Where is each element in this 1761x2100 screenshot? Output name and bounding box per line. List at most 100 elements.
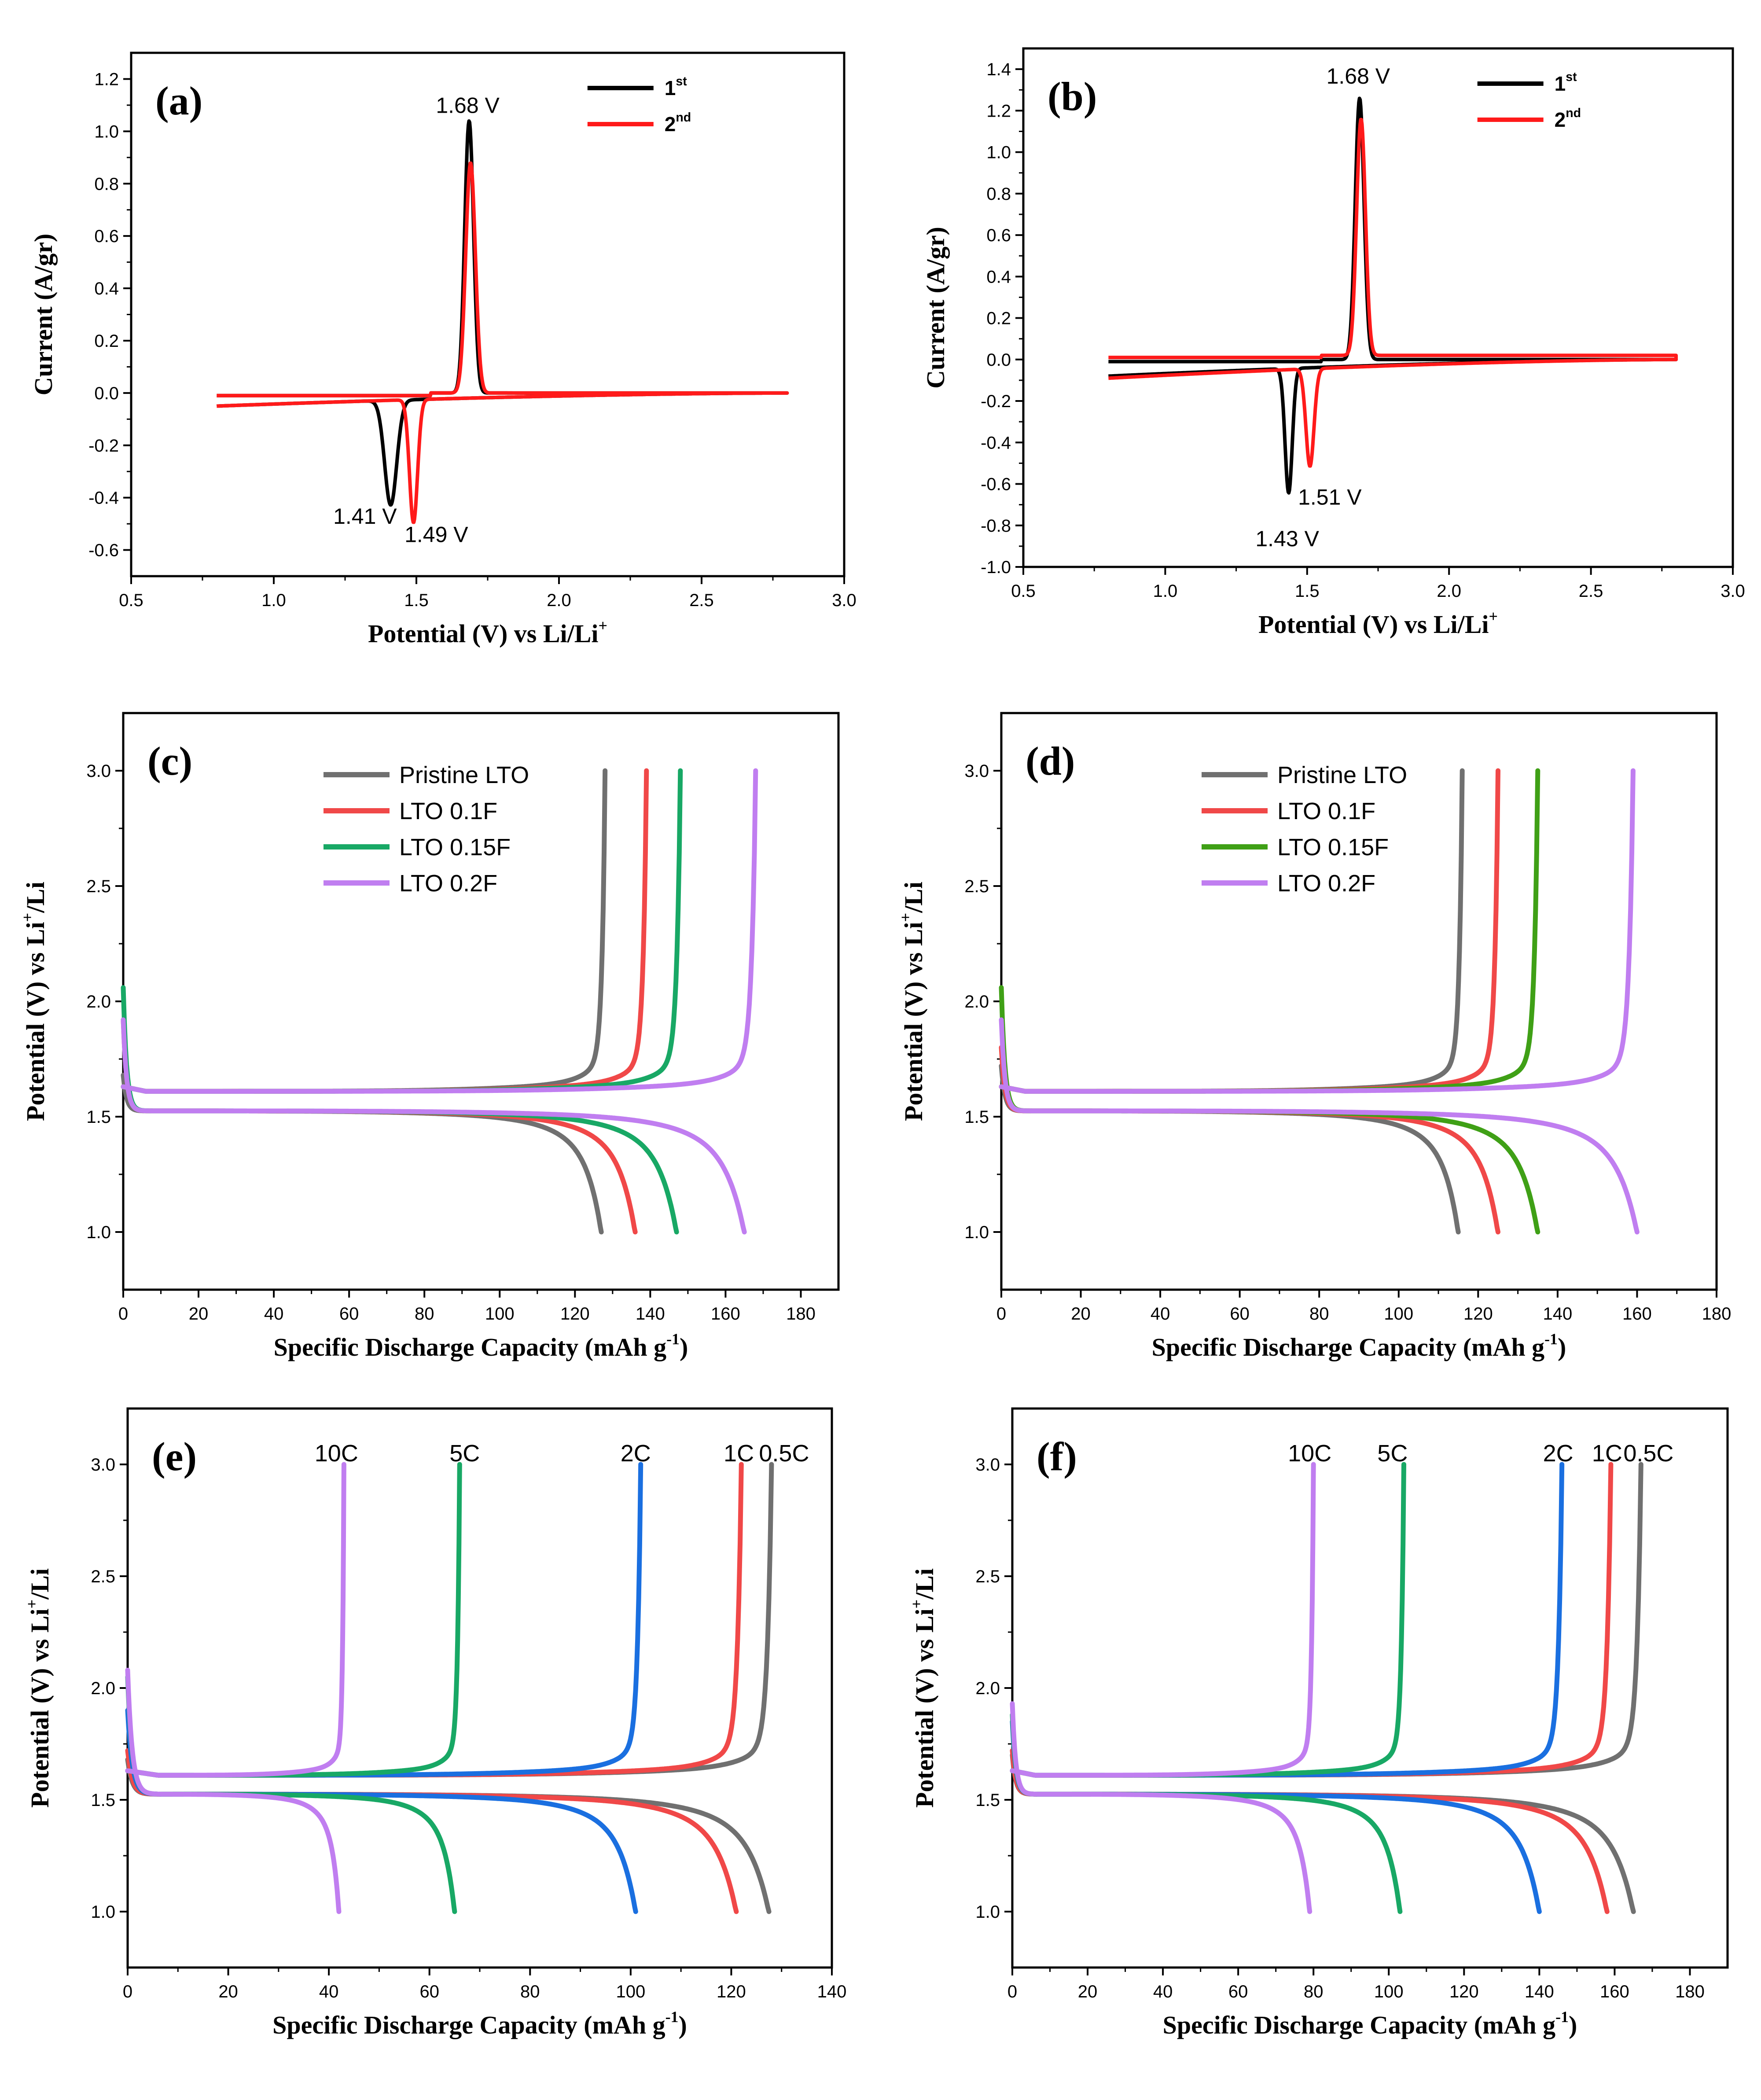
x-tick-label: 3.0: [1721, 581, 1745, 601]
y-tick-label: 0.8: [94, 174, 119, 194]
x-tick-label: 140: [1543, 1304, 1573, 1324]
x-tick-label: 20: [1071, 1304, 1091, 1324]
legend-label: LTO 0.15F: [1277, 834, 1389, 861]
y-tick-label: 1.5: [86, 1107, 111, 1127]
charge-curve-10C: [125, 1462, 346, 1778]
x-tick-label: 40: [264, 1304, 284, 1324]
y-tick-label: 1.0: [94, 122, 119, 141]
x-tick-label: 100: [616, 1982, 645, 2001]
y-tick-label: 1.0: [986, 143, 1011, 162]
y-tick-label: 2.5: [964, 877, 989, 896]
y-tick-label: 1.5: [975, 1791, 1000, 1810]
rate-label: 2C: [621, 1440, 651, 1467]
y-tick-label: 2.0: [91, 1679, 115, 1698]
charge-curve-LTO-0.1F: [999, 768, 1500, 1094]
x-tick-label: 180: [786, 1304, 816, 1324]
rate-label: 10C: [315, 1440, 358, 1467]
x-tick-label: 2.5: [689, 591, 714, 610]
y-tick-label: -0.6: [981, 475, 1011, 494]
x-tick-label: 2.5: [1579, 581, 1603, 601]
x-tick-label: 60: [1228, 1982, 1248, 2001]
charge-curve-5C: [125, 1462, 462, 1778]
x-tick-label: 160: [711, 1304, 740, 1324]
legend-label: 1st: [665, 74, 687, 99]
legend-label: LTO 0.2F: [399, 870, 497, 897]
y-tick-label: 1.0: [86, 1223, 111, 1242]
y-tick-label: 2.0: [86, 992, 111, 1011]
y-tick-label: 2.5: [975, 1567, 1000, 1586]
cv-curve-1st: [215, 119, 789, 507]
x-tick-label: 20: [218, 1982, 238, 2001]
x-tick-label: 40: [1151, 1304, 1170, 1324]
y-tick-label: 0.6: [986, 226, 1011, 245]
y-tick-label: 0.8: [986, 184, 1011, 204]
x-tick-label: 180: [1702, 1304, 1732, 1324]
panel-letter: (b): [1048, 74, 1097, 119]
panel-letter: (d): [1026, 739, 1075, 783]
x-axis-title: Specific Discharge Capacity (mAh g-1): [1152, 1330, 1566, 1361]
legend-label: Pristine LTO: [399, 762, 529, 788]
panel-d: 0 20 40 60 80 100 120 140 160 180 1.0 1.5 2.0 2.5 3.0 S…: [897, 712, 1732, 1361]
x-tick-label: 0: [1007, 1982, 1017, 2001]
y-tick-label: -1.0: [981, 558, 1011, 577]
plot-frame: [126, 1407, 833, 1969]
rate-label: 2C: [1543, 1440, 1574, 1467]
discharge-curve-LTO-0.2F: [121, 1017, 747, 1235]
charge-curve-1C: [125, 1462, 744, 1778]
x-tick-label: 1.5: [404, 591, 429, 610]
peak-annotation: 1.51 V: [1298, 485, 1362, 510]
panel-letter: (f): [1037, 1434, 1077, 1479]
discharge-curve-0.5C: [1010, 1752, 1636, 1914]
y-tick-label: 2.0: [964, 992, 989, 1011]
discharge-curve-2C: [125, 1708, 638, 1914]
x-tick-label: 1.0: [261, 591, 286, 610]
y-tick-label: 0.4: [94, 279, 119, 298]
x-tick-label: 140: [636, 1304, 665, 1324]
x-tick-label: 2.0: [1437, 581, 1461, 601]
x-tick-label: 80: [415, 1304, 434, 1324]
x-tick-label: 0: [118, 1304, 128, 1324]
y-tick-label: 0.2: [94, 331, 119, 351]
y-tick-label: 3.0: [91, 1455, 115, 1475]
y-tick-label: 1.0: [91, 1902, 115, 1922]
plot-frame: [130, 51, 846, 577]
y-tick-label: 0.0: [94, 384, 119, 403]
x-tick-label: 100: [1374, 1982, 1404, 2001]
x-tick-label: 20: [1078, 1982, 1098, 2001]
discharge-curve-0.5C: [125, 1757, 772, 1914]
rate-label: 5C: [1377, 1440, 1408, 1467]
discharge-curve-2C: [1010, 1719, 1542, 1914]
x-tick-label: 1.0: [1153, 581, 1178, 601]
rate-label: 10C: [1288, 1440, 1331, 1467]
charge-curve-2C: [1010, 1462, 1565, 1778]
y-tick-label: -0.2: [88, 436, 119, 456]
legend-label: Pristine LTO: [1277, 762, 1407, 788]
x-tick-label: 40: [1153, 1982, 1173, 2001]
x-axis-title: Potential (V) vs Li/Li+: [1258, 607, 1498, 639]
discharge-curve-LTO-0.1F: [121, 1017, 638, 1235]
x-tick-label: 0: [123, 1982, 132, 2001]
legend-label: LTO 0.1F: [399, 798, 497, 824]
y-tick-label: 1.0: [975, 1902, 1000, 1922]
x-axis-title: Specific Discharge Capacity (mAh g-1): [1163, 2008, 1577, 2039]
x-tick-label: 20: [189, 1304, 209, 1324]
legend-label: LTO 0.15F: [399, 834, 511, 861]
y-tick-label: 0.4: [986, 267, 1011, 287]
y-tick-label: 0.6: [94, 227, 119, 246]
panel-letter: (e): [152, 1434, 197, 1479]
charge-curve-5C: [1010, 1462, 1406, 1778]
y-tick-label: -0.8: [981, 516, 1011, 536]
x-tick-label: 160: [1622, 1304, 1652, 1324]
charge-curve-LTO-0.2F: [999, 768, 1636, 1094]
x-tick-label: 120: [1449, 1982, 1479, 2001]
panel-c: 0 20 40 60 80 100 120 140 160 180 1.0 1.5 2.0 2.5 3.0 S…: [18, 712, 840, 1361]
y-tick-label: 1.5: [91, 1791, 115, 1810]
x-tick-label: 100: [1384, 1304, 1413, 1324]
x-tick-label: 1.5: [1295, 581, 1320, 601]
y-tick-label: 1.4: [986, 60, 1011, 79]
panel-a: 0.5 1.0 1.5 2.0 2.5 3.0 -0.6 -0.4 -0.2 0.0 0.2 0.4 0…: [29, 51, 857, 648]
y-tick-label: -0.2: [981, 392, 1011, 411]
y-tick-label: 3.0: [964, 761, 989, 781]
peak-annotation: 1.43 V: [1255, 526, 1319, 551]
discharge-curve-10C: [1010, 1701, 1312, 1914]
